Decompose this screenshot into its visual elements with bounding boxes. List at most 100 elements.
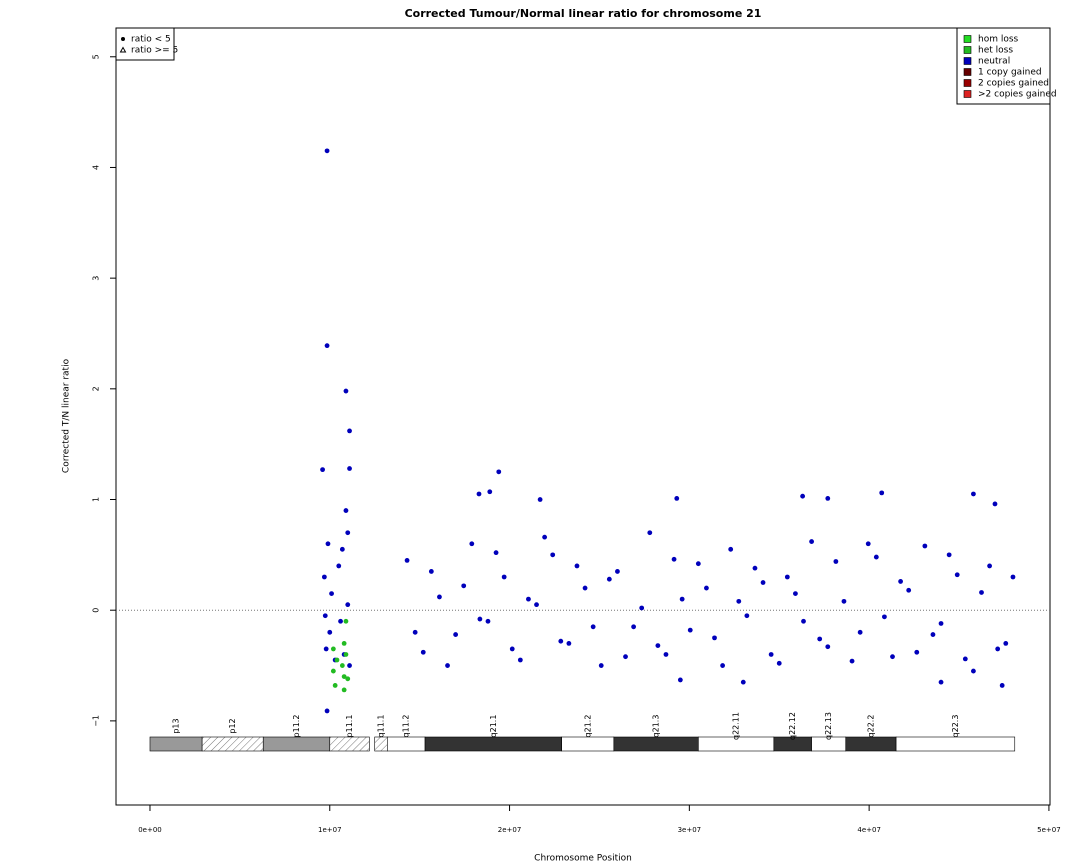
data-point	[873, 554, 879, 560]
x-axis-label: Chromosome Position	[534, 854, 632, 864]
data-point	[946, 552, 952, 558]
band-label: q21.2	[583, 715, 592, 738]
data-point	[906, 587, 912, 593]
plot-frame	[115, 27, 1051, 806]
data-point	[485, 618, 491, 624]
chromosome-band	[201, 736, 264, 752]
data-point	[537, 497, 543, 502]
data-point	[647, 530, 653, 536]
data-point	[704, 585, 709, 591]
chromosome-band	[374, 736, 388, 752]
chromosome-band	[895, 736, 1016, 752]
data-point	[336, 563, 342, 569]
data-point	[321, 574, 327, 580]
data-point	[341, 641, 347, 646]
data-point	[469, 541, 475, 547]
y-tick-label: 2	[92, 386, 101, 391]
data-point	[558, 638, 564, 644]
data-point	[324, 343, 330, 349]
data-point	[809, 539, 815, 544]
legend-label: ratio >= 5	[131, 46, 178, 56]
data-point	[740, 679, 746, 685]
data-point	[695, 561, 701, 567]
data-point	[517, 657, 523, 663]
y-tick-label: 3	[92, 276, 101, 281]
data-point	[793, 591, 798, 596]
data-point	[332, 683, 338, 688]
band-label: p11.2	[292, 715, 301, 738]
y-tick-label: 5	[92, 54, 101, 59]
data-point	[768, 652, 774, 657]
data-point	[590, 624, 596, 630]
chart-title: Corrected Tumour/Normal linear ratio for…	[405, 7, 762, 20]
band-label: q22.13	[824, 712, 833, 740]
legend-swatch	[963, 46, 972, 54]
data-point	[890, 654, 895, 660]
chromosome-band	[262, 736, 331, 752]
data-point	[979, 590, 984, 595]
plot-area	[116, 148, 1050, 714]
data-point	[526, 596, 531, 602]
data-point	[938, 679, 944, 685]
data-point	[833, 559, 839, 564]
legend-swatch	[963, 68, 972, 76]
y-tick-label: 4	[92, 165, 101, 170]
data-point	[566, 641, 572, 646]
data-point	[324, 148, 330, 154]
data-point	[496, 469, 502, 475]
data-point	[776, 660, 782, 666]
data-point	[999, 683, 1005, 688]
band-label: p11.1	[345, 715, 354, 738]
data-point	[345, 676, 351, 682]
data-point	[971, 668, 976, 674]
data-point	[493, 550, 499, 556]
data-point	[760, 580, 766, 585]
chromosome-band	[845, 736, 897, 752]
data-point	[606, 576, 612, 582]
data-point	[995, 646, 1001, 652]
legend-label: ratio < 5	[131, 35, 171, 45]
data-point	[752, 565, 758, 571]
band-label: q21.3	[652, 715, 661, 738]
data-point	[879, 490, 885, 496]
data-point	[341, 687, 347, 693]
data-point	[542, 534, 548, 540]
data-point	[938, 621, 944, 626]
data-point	[534, 602, 539, 608]
band-label: p12	[228, 718, 237, 733]
data-point	[477, 616, 483, 622]
chromosome-band	[561, 736, 615, 752]
x-tick-label: 4e+07	[857, 826, 881, 834]
band-label: q22.2	[866, 715, 875, 738]
data-point	[677, 677, 683, 683]
data-point	[487, 489, 493, 495]
data-point	[323, 646, 329, 652]
data-point	[404, 557, 410, 563]
y-tick-label: −1	[92, 715, 101, 727]
data-point	[987, 563, 992, 569]
legend-label: hom loss	[978, 35, 1019, 45]
data-point	[623, 654, 628, 660]
data-point	[341, 674, 347, 680]
data-point	[671, 556, 677, 562]
data-point	[971, 491, 976, 497]
data-point	[339, 663, 345, 668]
y-tick-label: 1	[92, 497, 101, 502]
data-point	[343, 388, 349, 394]
data-point	[720, 663, 726, 668]
data-point	[339, 546, 345, 552]
data-point	[343, 652, 349, 657]
data-point	[347, 663, 352, 668]
data-point	[329, 591, 334, 596]
data-point	[784, 574, 790, 580]
x-tick-label: 0e+00	[138, 826, 162, 834]
shape-legend: ratio < 5 ratio >= 5	[115, 27, 178, 61]
data-point	[322, 613, 328, 619]
data-point	[501, 574, 507, 580]
data-point	[347, 466, 352, 471]
data-point	[674, 496, 680, 501]
x-tick-label: 2e+07	[498, 826, 522, 834]
